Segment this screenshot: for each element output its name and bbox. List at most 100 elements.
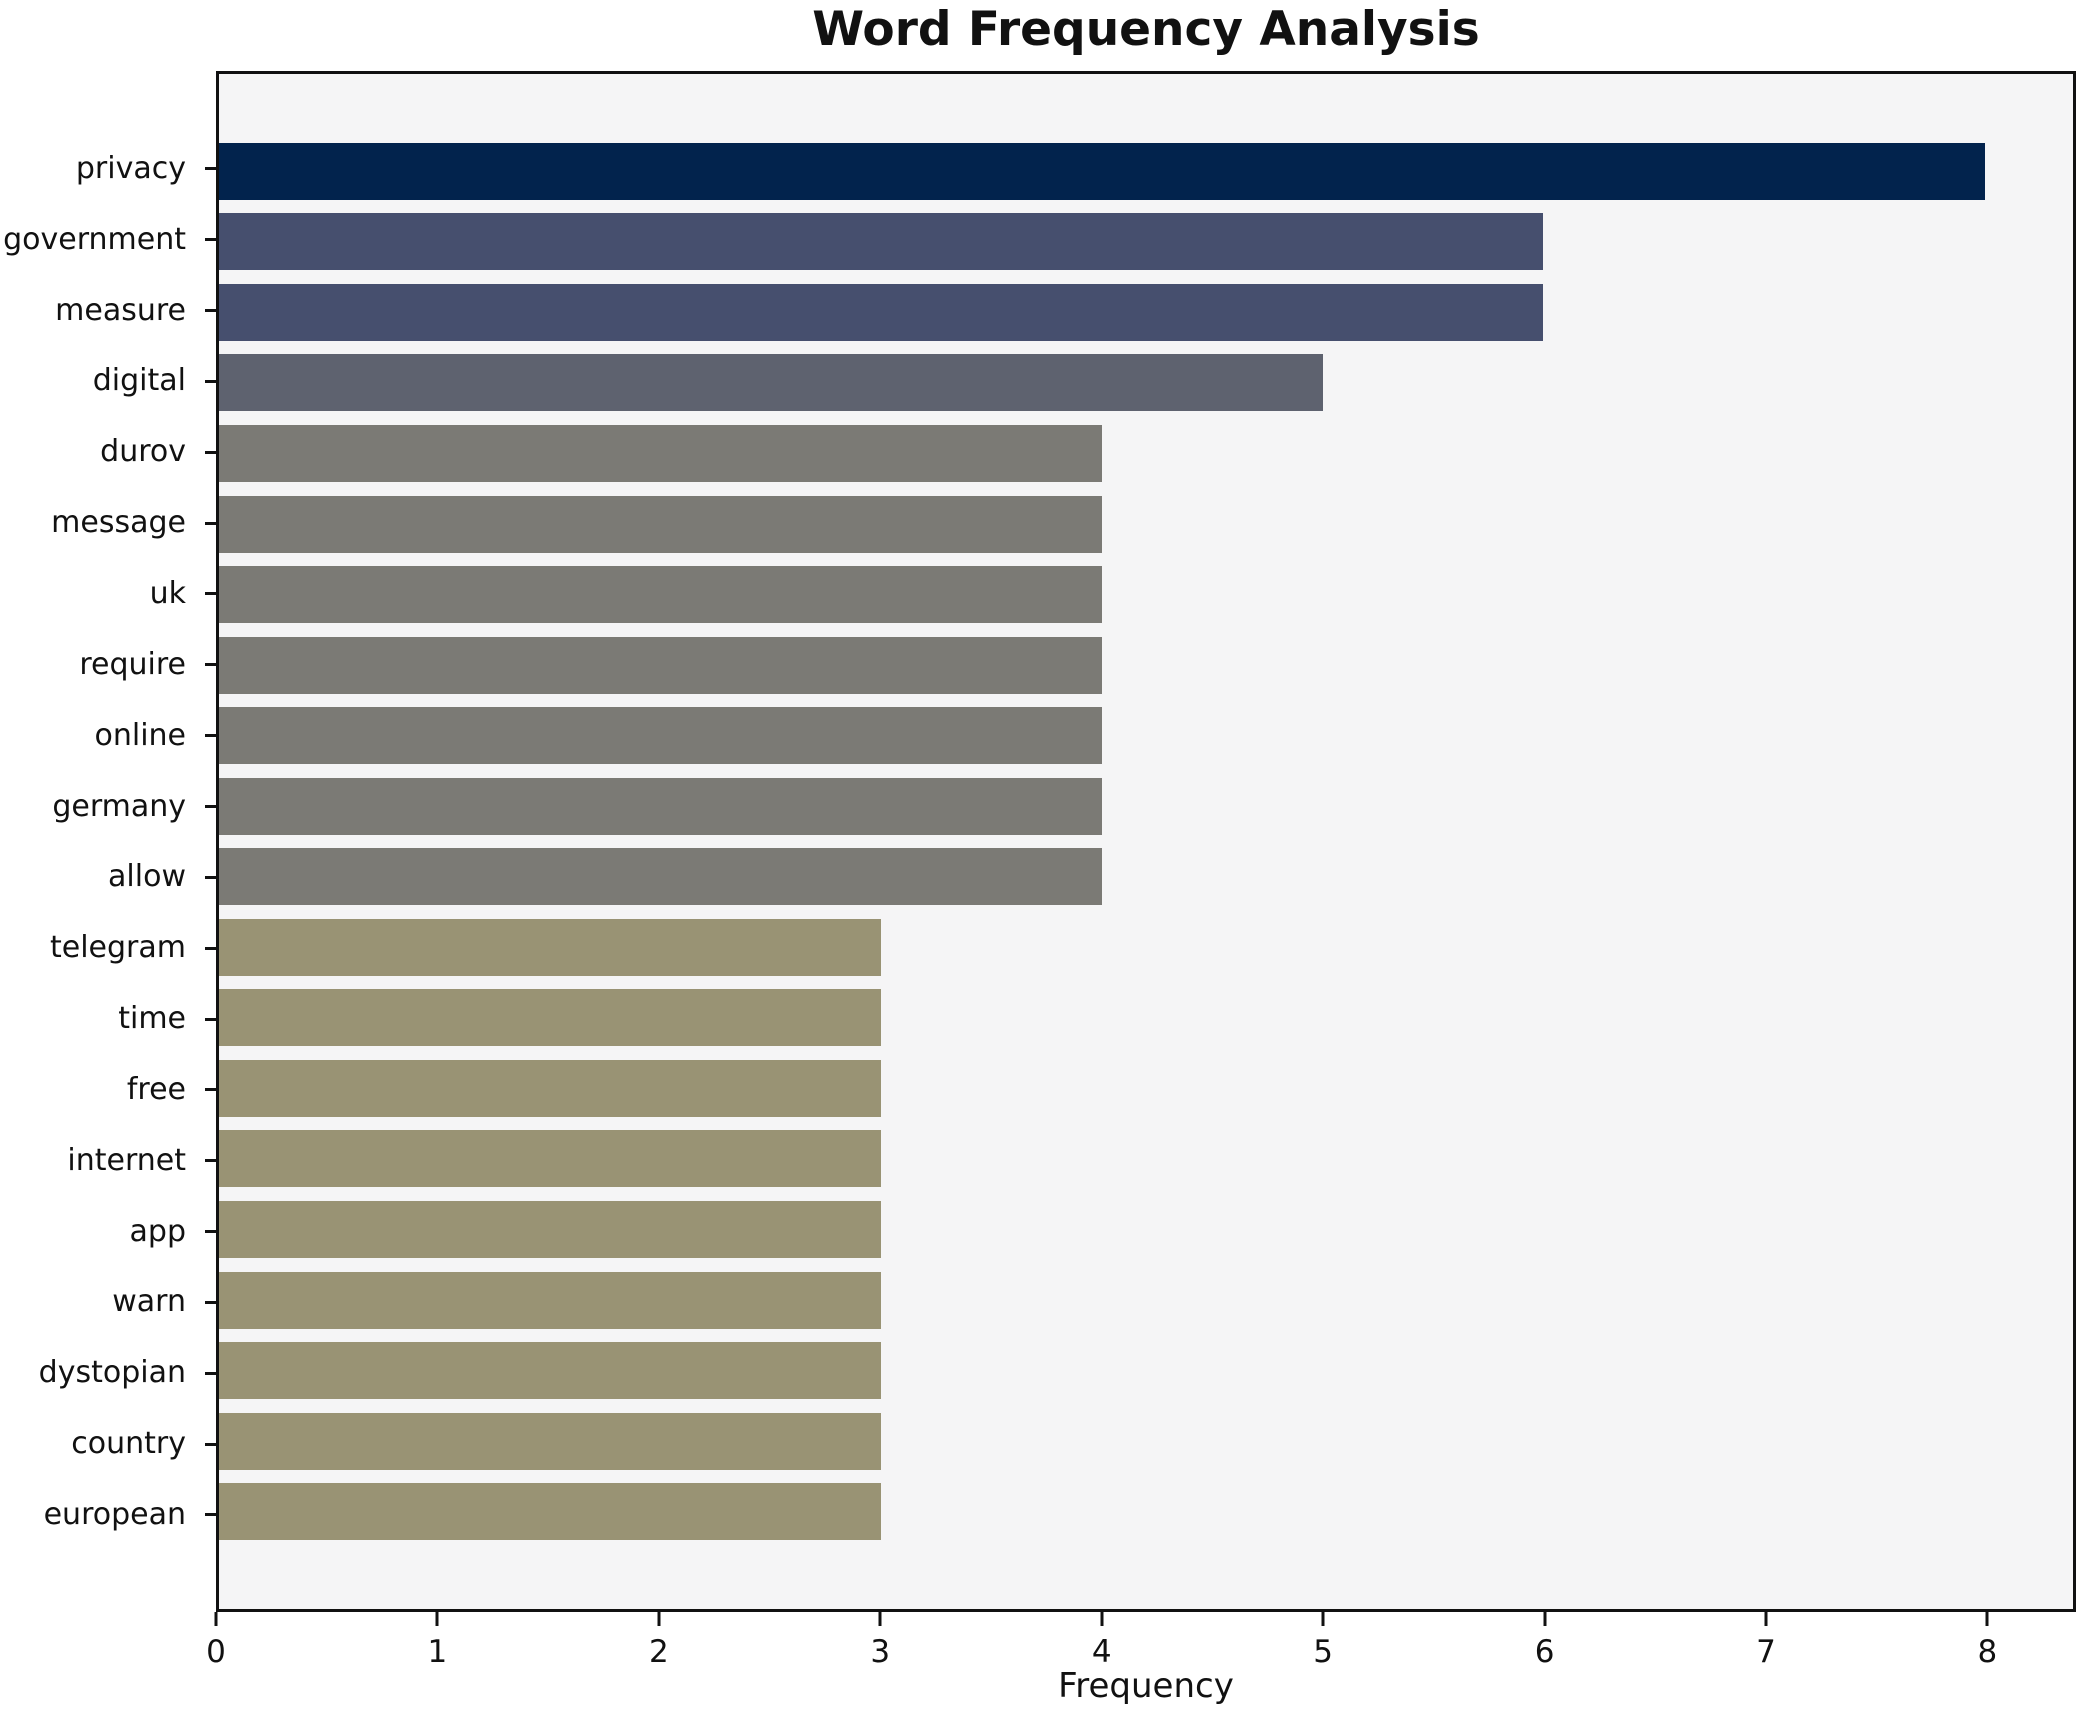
x-tick-label-6: 6 [1534,1634,1555,1670]
y-tick-mark [205,805,216,809]
y-tick-mark [205,1017,216,1021]
bar-row-free [219,1053,2073,1124]
bar-government [219,213,1544,271]
x-tick-label-1: 1 [427,1634,448,1670]
y-tick-mark [205,592,216,596]
x-tick-label-4: 4 [1091,1634,1112,1670]
y-tick-label-uk: uk [149,575,186,611]
y-tick-label-government: government [3,221,186,257]
y-tick-label-message: message [51,505,186,541]
bar-row-require [219,630,2073,701]
bar-uk [219,566,1102,624]
y-tick-label-dystopian: dystopian [38,1355,186,1391]
y-tick-mark [205,1088,216,1092]
bar-warn [219,1271,882,1329]
x-tick-mark-3 [878,1612,882,1626]
y-tick-label-digital: digital [92,363,186,399]
y-tick-label-internet: internet [67,1142,186,1178]
x-tick-mark-1 [435,1612,439,1626]
y-row-app: app [0,1196,216,1267]
y-row-measure: measure [0,275,216,346]
bar-internet [219,1130,882,1188]
bar-row-germany [219,771,2073,842]
y-row-warn: warn [0,1267,216,1338]
y-tick-mark [205,309,216,313]
bar-allow [219,848,1102,906]
bar-row-warn [219,1265,2073,1336]
x-tick-mark-8 [1985,1612,1989,1626]
bar-durov [219,424,1102,482]
y-tick-mark [205,875,216,879]
y-row-digital: digital [0,346,216,417]
bar-row-app [219,1194,2073,1265]
bar-row-dystopian [219,1335,2073,1406]
y-tick-label-country: country [71,1426,186,1462]
y-row-internet: internet [0,1125,216,1196]
bar-germany [219,777,1102,835]
bar-row-message [219,489,2073,560]
y-row-germany: germany [0,771,216,842]
y-tick-label-warn: warn [112,1284,186,1320]
y-tick-mark [205,521,216,525]
bar-dystopian [219,1342,882,1400]
bar-privacy [219,142,1985,200]
bar-european [219,1483,882,1541]
x-tick-label-7: 7 [1756,1634,1776,1670]
y-tick-mark [205,379,216,383]
y-tick-mark [205,1442,216,1446]
x-tick-label-8: 8 [1977,1634,1998,1670]
y-tick-mark [205,238,216,242]
y-tick-label-privacy: privacy [75,150,186,186]
bar-row-privacy [219,136,2073,207]
bar-country [219,1412,882,1470]
chart-title: Word Frequency Analysis [812,2,1480,57]
bar-row-measure [219,277,2073,348]
y-tick-mark [205,450,216,454]
y-row-european: european [0,1479,216,1550]
y-tick-label-app: app [129,1213,186,1249]
bar-time [219,989,882,1047]
bars-container [219,74,2073,1609]
bar-row-european [219,1476,2073,1547]
y-tick-mark [205,1371,216,1375]
bar-row-government [219,207,2073,278]
x-tick-label-3: 3 [870,1634,891,1670]
bar-row-country [219,1406,2073,1477]
x-tick-label-0: 0 [206,1634,226,1670]
y-row-require: require [0,629,216,700]
x-axis-label: Frequency [1058,1666,1234,1706]
x-tick-mark-4 [1100,1612,1104,1626]
bar-telegram [219,918,882,976]
y-tick-mark [205,1300,216,1304]
y-tick-label-time: time [118,1001,186,1037]
y-tick-label-online: online [94,717,186,753]
x-tick-mark-5 [1321,1612,1325,1626]
bar-row-uk [219,559,2073,630]
y-tick-mark [205,946,216,950]
bar-row-durov [219,418,2073,489]
y-row-telegram: telegram [0,912,216,983]
y-tick-label-durov: durov [100,434,186,470]
y-tick-mark [205,167,216,171]
bar-require [219,636,1102,694]
y-tick-mark [205,1159,216,1163]
y-tick-label-measure: measure [55,292,186,328]
bar-digital [219,354,1323,412]
y-row-uk: uk [0,558,216,629]
bar-measure [219,283,1544,341]
bar-free [219,1059,882,1117]
bar-row-time [219,983,2073,1054]
y-row-country: country [0,1408,216,1479]
y-row-message: message [0,487,216,558]
y-row-online: online [0,700,216,771]
y-row-free: free [0,1054,216,1125]
bar-row-online [219,700,2073,771]
y-row-durov: durov [0,416,216,487]
x-tick-mark-6 [1543,1612,1547,1626]
bar-row-digital [219,348,2073,419]
bar-row-telegram [219,912,2073,983]
y-tick-mark [205,734,216,738]
x-tick-mark-7 [1764,1612,1768,1626]
y-row-time: time [0,983,216,1054]
